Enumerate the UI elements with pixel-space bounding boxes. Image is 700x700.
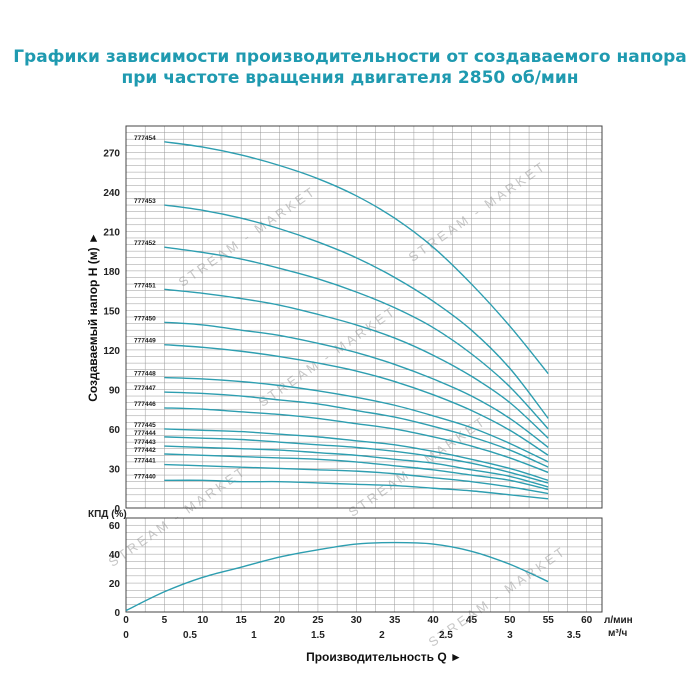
head-curve-777444 — [164, 436, 549, 484]
series-label-777445: 777445 — [134, 422, 156, 429]
series-label-777440: 777440 — [134, 473, 156, 480]
x2-tick-label: 2 — [379, 630, 385, 641]
y-tick-label: 240 — [103, 188, 120, 199]
series-label-777443: 777443 — [134, 439, 156, 446]
series-label-777450: 777450 — [134, 315, 156, 322]
series-label-777449: 777449 — [134, 338, 156, 345]
head-curve-777441 — [164, 463, 549, 495]
efficiency-y-tick-label: 20 — [109, 579, 121, 590]
series-label-777452: 777452 — [134, 240, 156, 247]
x2-unit-label: м³/ч — [608, 628, 628, 639]
x2-tick-label: 1 — [251, 630, 257, 641]
head-curve-777448 — [164, 376, 549, 463]
x-tick-label: 35 — [389, 615, 401, 626]
series-label-777447: 777447 — [134, 385, 156, 392]
head-curve-777446 — [164, 407, 549, 474]
chart-title-line-2: при частоте вращения двигателя 2850 об/м… — [121, 68, 579, 88]
head-curve-777449 — [164, 343, 549, 456]
efficiency-y-tick-label: 60 — [109, 521, 121, 532]
series-label-777451: 777451 — [134, 282, 156, 289]
x-tick-label: 0 — [123, 615, 129, 626]
y-tick-label: 0 — [114, 504, 120, 515]
efficiency-axis-label: КПД (%) — [88, 509, 127, 520]
y-tick-label: 180 — [103, 267, 120, 278]
x-tick-label: 40 — [428, 615, 440, 626]
y-axis-title: Создаваемый напор H (м) ► — [86, 232, 100, 402]
head-curve-777450 — [164, 321, 549, 448]
y-tick-label: 210 — [103, 227, 120, 238]
x-tick-label: 50 — [504, 615, 516, 626]
head-curve-777445 — [164, 428, 549, 482]
y-tick-label: 120 — [103, 346, 120, 357]
x2-tick-label: 0.5 — [183, 630, 197, 641]
head-curve-777454 — [164, 141, 549, 375]
efficiency-curve — [125, 541, 549, 612]
x-unit-label: л/мин — [604, 615, 633, 626]
head-curve-777443 — [164, 445, 549, 488]
efficiency-plot-frame — [125, 517, 603, 613]
y-tick-label: 30 — [109, 464, 121, 475]
x2-tick-label: 3.5 — [567, 630, 581, 641]
x2-tick-label: 3 — [507, 630, 513, 641]
series-label-777454: 777454 — [134, 135, 156, 142]
x-tick-label: 45 — [466, 615, 478, 626]
series-label-777453: 777453 — [134, 198, 156, 205]
x-tick-label: 5 — [162, 615, 168, 626]
head-curve-777452 — [164, 246, 549, 430]
y-tick-label: 150 — [103, 306, 120, 317]
series-label-777442: 777442 — [134, 447, 156, 454]
x2-tick-label: 0 — [123, 630, 129, 641]
x-tick-label: 15 — [236, 615, 248, 626]
y-tick-label: 60 — [109, 425, 121, 436]
x-tick-label: 30 — [351, 615, 363, 626]
head-curve-777447 — [164, 391, 549, 468]
series-label-777448: 777448 — [134, 371, 156, 378]
head-curve-777442 — [164, 453, 549, 491]
series-label-777444: 777444 — [134, 430, 156, 437]
series-label-777441: 777441 — [134, 458, 156, 465]
watermark-text: STREAM - MARKET — [406, 158, 550, 265]
efficiency-y-tick-label: 40 — [109, 550, 121, 561]
x-tick-label: 20 — [274, 615, 286, 626]
y-tick-label: 90 — [109, 385, 121, 396]
x2-tick-label: 1.5 — [311, 630, 325, 641]
head-plot-frame — [125, 125, 603, 509]
efficiency-y-tick-label: 0 — [114, 608, 120, 619]
x-tick-label: 10 — [197, 615, 209, 626]
chart-title-line-1: Графики зависимости производительности о… — [13, 47, 687, 67]
watermark-text: STREAM - MARKET — [106, 463, 250, 570]
x2-tick-label: 2.5 — [439, 630, 453, 641]
head-curve-777451 — [164, 288, 549, 439]
x-axis-title: Производительность Q ► — [306, 650, 462, 664]
head-curve-777453 — [164, 204, 549, 419]
x-tick-label: 60 — [581, 615, 593, 626]
head-curve-777440 — [164, 479, 549, 500]
y-tick-label: 270 — [103, 148, 120, 159]
x-tick-label: 25 — [312, 615, 324, 626]
x-tick-label: 55 — [543, 615, 555, 626]
series-label-777446: 777446 — [134, 401, 156, 408]
